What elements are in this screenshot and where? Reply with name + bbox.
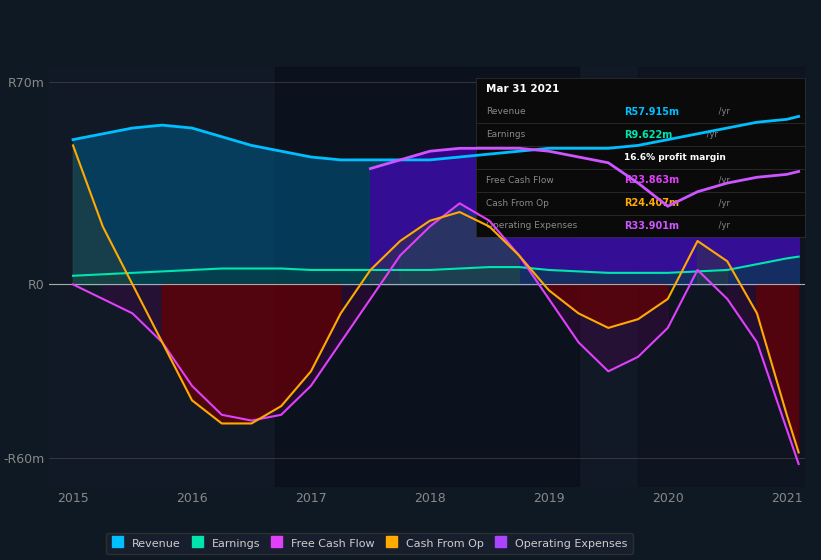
Bar [275,67,579,487]
Legend: Revenue, Earnings, Free Cash Flow, Cash From Op, Operating Expenses: Revenue, Earnings, Free Cash Flow, Cash … [106,533,633,554]
Bar [638,67,805,487]
